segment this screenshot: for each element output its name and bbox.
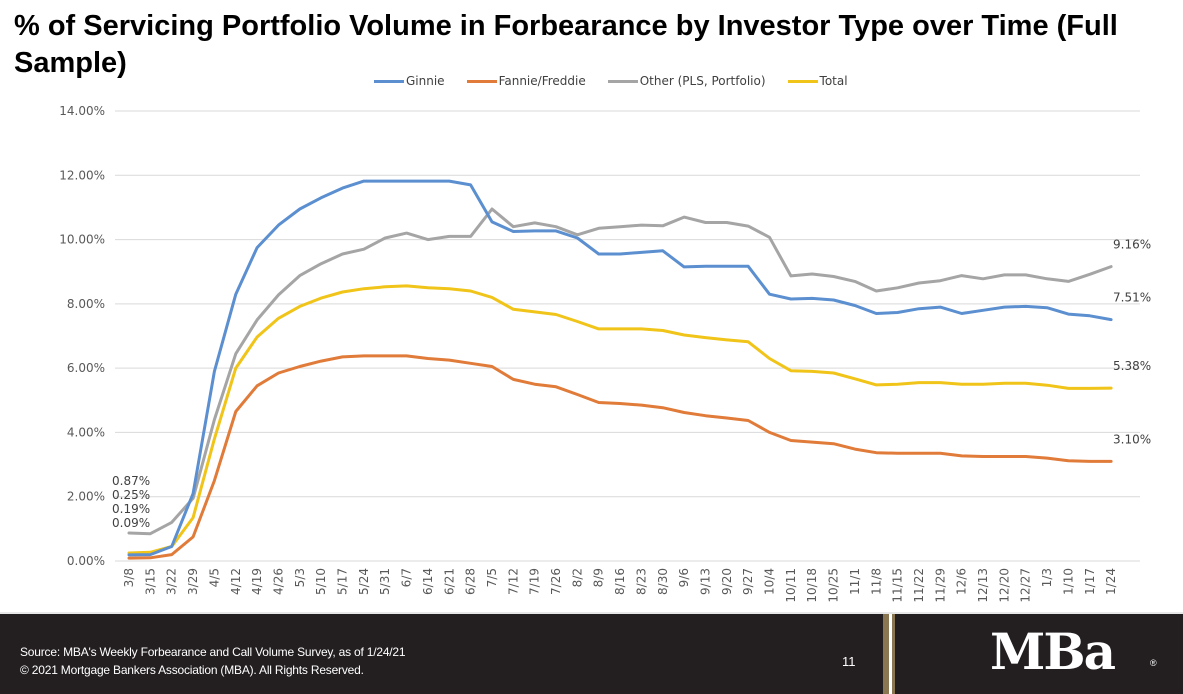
x-tick-label: 12/20 <box>997 568 1011 603</box>
x-tick-label: 11/22 <box>912 568 926 603</box>
footer-text: Source: MBA's Weekly Forbearance and Cal… <box>20 643 406 679</box>
legend-swatch-ginnie <box>374 79 404 83</box>
x-tick-label: 4/26 <box>271 568 285 595</box>
series-line-ginnie <box>127 179 1113 557</box>
legend-swatch-other <box>607 79 638 83</box>
legend-label-other: Other (PLS, Portfolio) <box>639 74 766 88</box>
x-tick-label: 12/13 <box>976 568 990 603</box>
x-tick-label: 9/6 <box>677 568 691 587</box>
end-value-label: 3.10% <box>1113 432 1151 446</box>
x-tick-label: 11/15 <box>891 568 905 603</box>
x-tick-label: 8/9 <box>592 568 606 587</box>
slide-footer: Source: MBA's Weekly Forbearance and Cal… <box>0 614 1183 694</box>
x-tick-label: 3/15 <box>143 568 157 595</box>
x-tick-label: 1/24 <box>1104 568 1118 595</box>
divider-bar <box>892 614 895 694</box>
x-tick-label: 11/29 <box>933 568 947 603</box>
legend-item-other: Other (PLS, Portfolio) <box>607 74 766 88</box>
x-tick-label: 8/16 <box>613 568 627 595</box>
x-tick-label: 10/11 <box>784 568 798 603</box>
x-tick-label: 4/12 <box>229 568 243 595</box>
y-tick-label: 10.00% <box>59 233 105 247</box>
x-tick-label: 4/5 <box>207 568 221 587</box>
legend-label-ginnie: Ginnie <box>406 74 445 88</box>
mba-logo: MBa <box>990 622 1116 681</box>
x-tick-label: 7/26 <box>549 568 563 595</box>
x-tick-label: 6/14 <box>421 568 435 595</box>
footer-divider <box>882 614 896 694</box>
x-tick-label: 3/29 <box>186 568 200 595</box>
x-tick-label: 10/25 <box>827 568 841 603</box>
y-tick-label: 4.00% <box>67 425 105 439</box>
line-chart: 0.00% 2.00% 4.00% 6.00% 8.00% 10.00% 12.00% 14.… <box>59 104 1151 603</box>
legend-swatch-fannie-freddie <box>466 79 497 83</box>
x-tick-label: 6/7 <box>400 568 414 587</box>
x-tick-label: 4/19 <box>250 568 264 595</box>
end-value-label: 9.16% <box>1113 238 1151 252</box>
x-tick-label: 8/2 <box>570 568 584 587</box>
divider-gap <box>889 614 892 694</box>
x-tick-label: 7/19 <box>528 568 542 595</box>
source-note: Source: MBA's Weekly Forbearance and Cal… <box>20 645 406 659</box>
x-tick-label: 5/17 <box>336 568 350 595</box>
legend-item-ginnie: Ginnie <box>374 74 445 88</box>
start-value-label: 0.25% <box>112 488 150 502</box>
x-tick-label: 3/22 <box>165 568 179 595</box>
x-tick-label: 5/31 <box>378 568 392 595</box>
footer-top-strip <box>0 612 1183 614</box>
end-value-label: 7.51% <box>1113 291 1151 305</box>
x-tick-label: 6/28 <box>464 568 478 595</box>
y-tick-label: 8.00% <box>67 297 105 311</box>
y-tick-label: 0.00% <box>67 554 105 568</box>
y-axis-ticks: 0.00% 2.00% 4.00% 6.00% 8.00% 10.00% 12.00% 14.… <box>59 104 105 568</box>
legend-label-total: Total <box>819 74 848 88</box>
divider-bar <box>883 614 889 694</box>
x-tick-label: 12/27 <box>1019 568 1033 603</box>
y-tick-label: 14.00% <box>59 104 105 118</box>
x-axis-ticks: 3/8 3/15 3/22 3/29 4/5 4/12 4/19 4/26 5/3 5/10 5/1… <box>122 568 1118 603</box>
x-tick-label: 1/10 <box>1061 568 1075 595</box>
grid-lines <box>115 110 1140 562</box>
start-value-label: 0.09% <box>112 516 150 530</box>
x-tick-label: 8/30 <box>656 568 670 595</box>
x-tick-label: 3/8 <box>122 568 136 587</box>
slide-title: % of Servicing Portfolio Volume in Forbe… <box>14 10 1118 79</box>
y-tick-label: 12.00% <box>59 168 105 182</box>
x-tick-label: 8/23 <box>634 568 648 595</box>
legend-item-fannie-freddie: Fannie/Freddie <box>466 74 586 88</box>
annotations: 0.87%0.25%0.19%0.09% 9.16% 7.51% 5.38% 3.10% <box>112 238 1151 530</box>
x-tick-label: 1/3 <box>1040 568 1054 587</box>
x-tick-label: 11/1 <box>848 568 862 595</box>
series-lines <box>127 179 1113 560</box>
x-tick-label: 10/18 <box>805 568 819 603</box>
x-tick-label: 12/6 <box>955 568 969 595</box>
x-tick-label: 5/24 <box>357 568 371 595</box>
x-tick-label: 6/21 <box>442 568 456 595</box>
legend-item-total: Total <box>787 74 848 88</box>
start-value-label: 0.19% <box>112 502 150 516</box>
copyright-note: © 2021 Mortgage Bankers Association (MBA… <box>20 663 364 677</box>
y-tick-label: 2.00% <box>67 490 105 504</box>
series-line-other-pls-portfolio <box>127 207 1113 536</box>
x-tick-label: 5/10 <box>314 568 328 595</box>
x-tick-label: 10/4 <box>763 568 777 595</box>
x-tick-label: 7/12 <box>506 568 520 595</box>
x-tick-label: 7/5 <box>485 568 499 587</box>
series-line-total <box>127 284 1113 555</box>
x-tick-label: 9/20 <box>720 568 734 595</box>
registered-mark: ® <box>1150 658 1157 668</box>
x-tick-label: 5/3 <box>293 568 307 587</box>
x-tick-label: 9/27 <box>741 568 755 595</box>
y-tick-label: 6.00% <box>67 361 105 375</box>
end-value-label: 5.38% <box>1113 359 1151 373</box>
page-number: 11 <box>842 654 856 669</box>
x-tick-label: 11/8 <box>869 568 883 595</box>
series-line-fannie-freddie <box>127 354 1113 560</box>
chart-legend: Ginnie Fannie/Freddie Other (PLS, Portfo… <box>374 74 870 88</box>
start-value-label: 0.87% <box>112 474 150 488</box>
legend-label-fannie-freddie: Fannie/Freddie <box>498 74 586 88</box>
legend-swatch-total <box>787 79 818 83</box>
x-tick-label: 1/17 <box>1083 568 1097 595</box>
x-tick-label: 9/13 <box>698 568 712 595</box>
